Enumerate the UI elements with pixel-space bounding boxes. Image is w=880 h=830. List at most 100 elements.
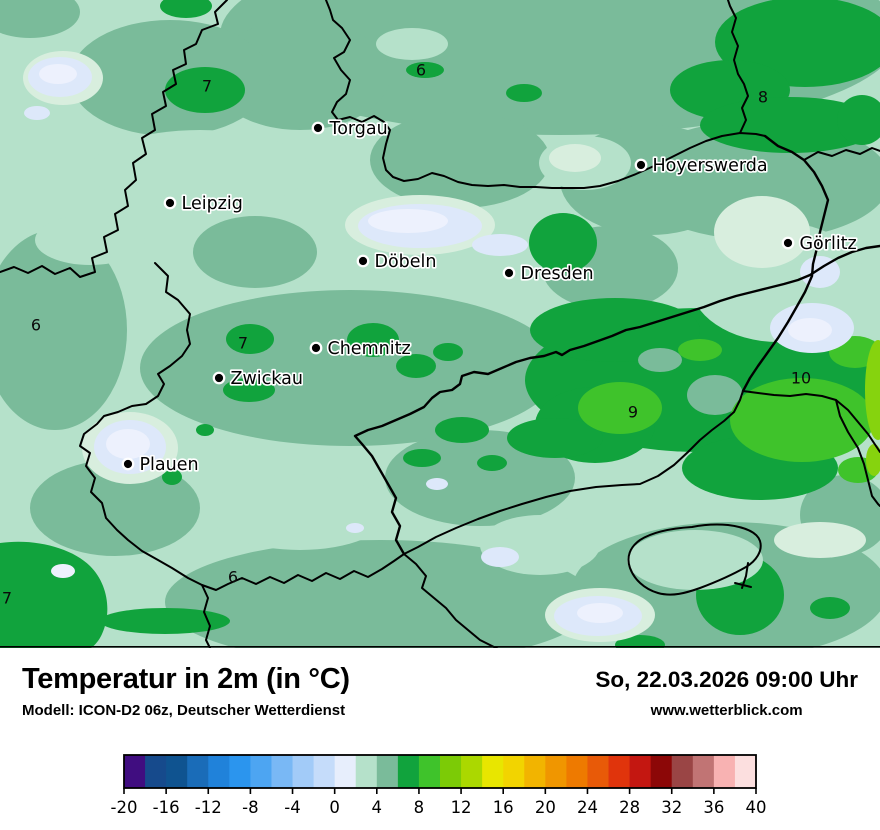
map-region-shape xyxy=(210,474,390,550)
colorbar-segment xyxy=(145,755,167,788)
colorbar-tick-label: 32 xyxy=(661,798,682,817)
footer: Temperatur in 2m (in °C) Modell: ICON-D2… xyxy=(0,648,880,830)
map-region-shape xyxy=(638,348,682,372)
colorbar-tick-label: -16 xyxy=(153,798,180,817)
temp-value-label: 9 xyxy=(628,403,638,422)
colorbar-segment xyxy=(608,755,630,788)
colorbar-segment xyxy=(271,755,293,788)
temp-value-label: 7 xyxy=(238,334,248,353)
map-region-shape xyxy=(223,378,275,402)
colorbar-tick-label: 4 xyxy=(372,798,383,817)
colorbar-tick-label: 0 xyxy=(329,798,340,817)
state-border-line xyxy=(0,0,228,278)
map-region-shape xyxy=(406,62,444,78)
map-region-shape xyxy=(810,597,850,619)
enclave-border-loop xyxy=(627,523,762,596)
city-label: Döbeln xyxy=(375,252,437,272)
colorbar-segment xyxy=(713,755,736,788)
temperature-map: 7 6 8 6 7 9 10 6 7 Torgau Leipzig Hoyerswerda Görli… xyxy=(0,0,880,648)
colorbar-tick-label: 40 xyxy=(746,798,767,817)
enclave-border-tail xyxy=(734,562,752,589)
map-region-shape xyxy=(346,523,364,533)
city-marker: Döbeln xyxy=(356,250,438,274)
city-marker: Dresden xyxy=(502,262,595,286)
country-border-line xyxy=(835,399,880,507)
city-label: Zwickau xyxy=(231,369,303,389)
map-region-shape xyxy=(347,323,399,357)
colorbar-tick-label: 24 xyxy=(577,798,598,817)
title-block: Temperatur in 2m (in °C) Modell: ICON-D2… xyxy=(22,663,350,719)
colorbar-segment xyxy=(650,755,673,788)
city-dot xyxy=(165,198,175,208)
city-label: Dresden xyxy=(521,264,594,284)
map-region-shape xyxy=(481,547,519,567)
colorbar-segment xyxy=(292,755,314,788)
temp-value-label: 6 xyxy=(31,316,41,335)
map-region-shape xyxy=(160,0,212,18)
map-region-shape xyxy=(368,209,448,233)
city-dot xyxy=(313,123,323,133)
map-region-shape xyxy=(433,343,463,361)
map-region-shape xyxy=(226,324,274,354)
colorbar-segment xyxy=(166,755,188,788)
map-region-shape xyxy=(0,0,80,38)
city-dot xyxy=(214,373,224,383)
city-marker: Hoyerswerda xyxy=(634,154,769,178)
regions-8-10C xyxy=(578,336,880,483)
map-region-shape xyxy=(165,67,245,113)
map-region-shape xyxy=(100,608,230,634)
map-region-shape xyxy=(627,530,763,590)
state-border-line xyxy=(79,262,744,591)
map-region-shape xyxy=(730,378,874,462)
colorbar-segment xyxy=(376,755,399,788)
map-region-shape xyxy=(529,213,597,273)
city-dot xyxy=(636,160,646,170)
colorbar-tick-label: 16 xyxy=(493,798,514,817)
website-url: www.wetterblick.com xyxy=(650,701,803,719)
map-region-shape xyxy=(30,460,200,556)
map-region-shape xyxy=(507,418,603,458)
colorbar-segment xyxy=(187,755,209,788)
colorbar-tick-label: 8 xyxy=(414,798,425,817)
colorbar-segment xyxy=(503,755,525,788)
temperature-value-labels: 7 6 8 6 7 9 10 6 7 xyxy=(2,61,811,608)
country-border-line xyxy=(742,390,880,453)
colorbar-segment xyxy=(461,755,483,788)
colorbar-tick-label: 28 xyxy=(619,798,640,817)
map-region-shape xyxy=(35,215,145,265)
colorbar-outline xyxy=(123,754,757,789)
model-info: Modell: ICON-D2 06z, Deutscher Wetterdie… xyxy=(22,701,346,719)
colorbar-segment xyxy=(524,755,546,788)
colorbar-segment xyxy=(250,755,272,788)
map-region-shape xyxy=(196,424,214,436)
map-region-shape xyxy=(426,478,448,490)
city-label: Leipzig xyxy=(182,194,243,214)
colorbar-tick-label: 12 xyxy=(451,798,472,817)
colorbar-segment xyxy=(397,755,420,788)
map-region-shape xyxy=(396,354,436,378)
map-region-shape xyxy=(549,144,601,172)
city-marker: Chemnitz xyxy=(309,337,412,361)
country-border-line xyxy=(353,244,880,556)
colorbar-segment xyxy=(229,755,251,788)
map-region-shape xyxy=(774,522,866,558)
country-border-line xyxy=(741,134,830,393)
borders-layer xyxy=(0,0,880,648)
temp-value-label: 7 xyxy=(2,589,12,608)
legend: -20 -16 -12 -8 -4 0 4 8 12 16 20 24 28 32 36 40 xyxy=(0,745,880,830)
colorbar-tick-label: 20 xyxy=(535,798,556,817)
colorbar-segment xyxy=(545,755,567,788)
map-region-shape xyxy=(472,234,528,256)
colorbar-segment xyxy=(440,755,462,788)
colorbar-segment xyxy=(482,755,504,788)
map-region-shape xyxy=(106,429,150,459)
city-marker: Torgau xyxy=(311,117,389,141)
colorbar-segment xyxy=(566,755,588,788)
colorbar-segment xyxy=(734,755,757,788)
state-border-line xyxy=(727,0,749,134)
map-region-shape xyxy=(788,318,832,342)
colorbar-tick-label: -4 xyxy=(284,798,300,817)
map-region-shape xyxy=(714,196,810,268)
map-region-shape xyxy=(687,375,743,415)
